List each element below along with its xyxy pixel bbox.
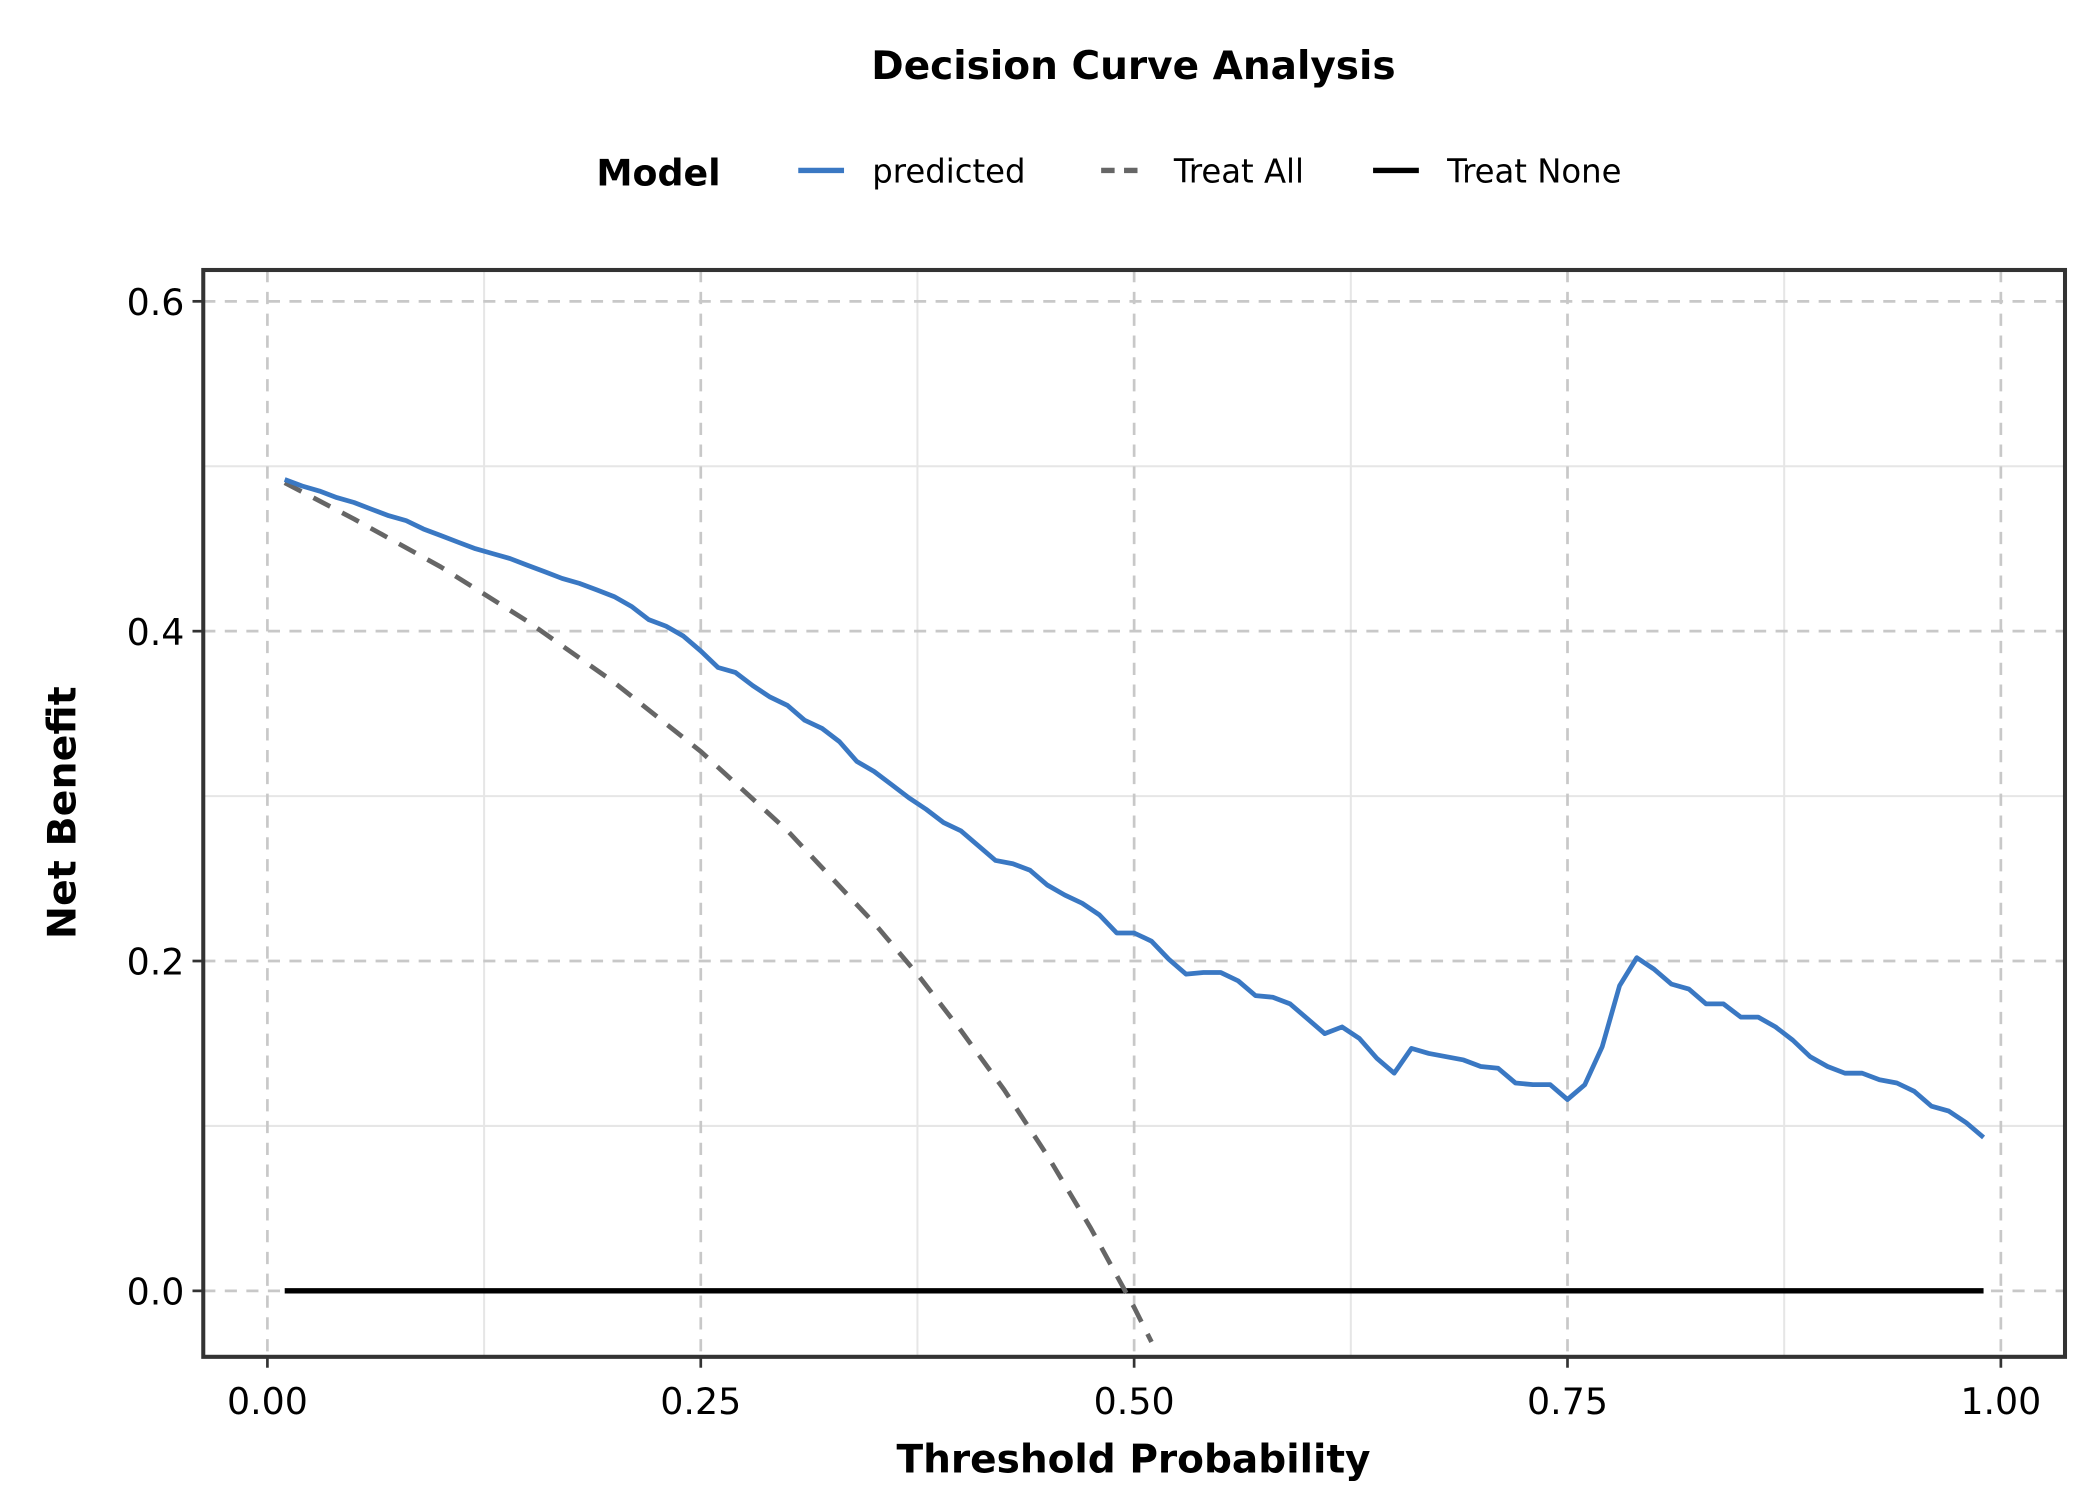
y-tick-label: 0.0: [127, 1270, 185, 1313]
x-axis-label: Threshold Probability: [896, 1438, 1370, 1483]
legend-label-treat-none: Treat None: [1446, 153, 1621, 191]
x-tick-label: 0.25: [660, 1380, 741, 1423]
series-line-predicted: [283, 477, 1986, 1140]
legend: Model predicted Treat All Treat None: [596, 151, 1621, 194]
x-tick-label: 0.00: [227, 1380, 308, 1423]
legend-label-treat-all: Treat All: [1173, 153, 1304, 191]
x-tick-label: 0.50: [1094, 1380, 1175, 1423]
legend-title: Model: [596, 151, 720, 194]
legend-label-predicted: predicted: [872, 153, 1025, 191]
y-tick-label: 0.4: [127, 611, 185, 654]
x-axis: 0.00 0.25 0.50 0.75 1.00: [227, 1356, 2041, 1423]
y-axis-label: Net Benefit: [41, 686, 86, 939]
x-tick-label: 0.75: [1527, 1380, 1608, 1423]
x-tick-label: 1.00: [1960, 1380, 2041, 1423]
series-lines: [283, 477, 1986, 1344]
y-tick-label: 0.6: [127, 281, 185, 324]
grid: [203, 270, 2065, 1357]
series-line-treat-all: [283, 480, 1154, 1344]
y-axis: 0.0 0.2 0.4 0.6: [127, 281, 204, 1314]
chart-title: Decision Curve Analysis: [871, 44, 1395, 89]
y-tick-label: 0.2: [127, 940, 185, 983]
